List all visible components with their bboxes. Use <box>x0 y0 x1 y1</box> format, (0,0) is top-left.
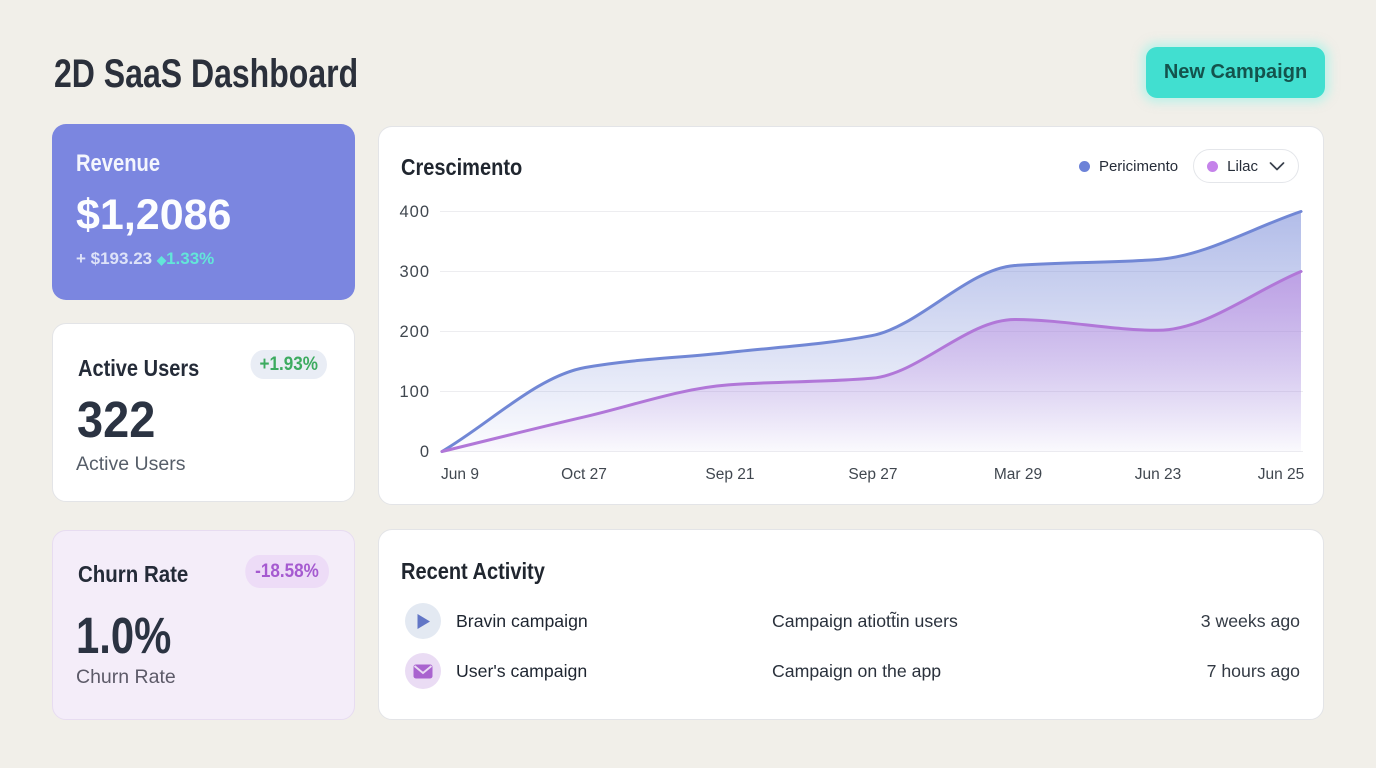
svg-text:Sep 27: Sep 27 <box>848 466 897 483</box>
svg-text:Jun 25: Jun 25 <box>1258 466 1305 483</box>
svg-text:200: 200 <box>399 323 430 341</box>
svg-text:300: 300 <box>399 263 430 281</box>
svg-text:Sep 21: Sep 21 <box>705 466 754 483</box>
svg-text:400: 400 <box>399 203 430 221</box>
svg-text:Jun 9: Jun 9 <box>441 466 479 483</box>
svg-text:Jun 23: Jun 23 <box>1135 466 1182 483</box>
svg-text:0: 0 <box>420 443 430 461</box>
svg-text:Mar 29: Mar 29 <box>994 466 1042 483</box>
svg-text:100: 100 <box>399 383 430 401</box>
svg-text:Oct 27: Oct 27 <box>561 466 607 483</box>
